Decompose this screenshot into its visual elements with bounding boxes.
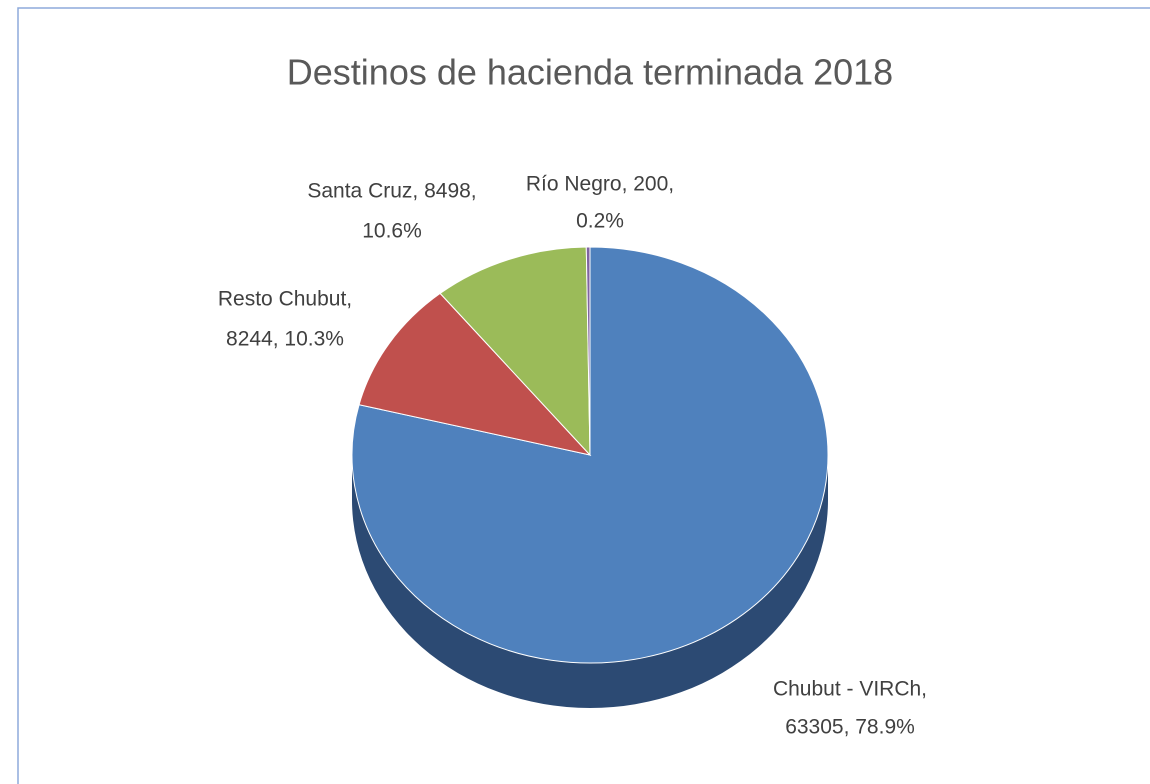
pie-slice [358,292,592,456]
pie-slice [439,246,591,457]
data-label: 63305, 78.9% [785,716,915,739]
pie-side [352,455,828,708]
pie-slice [585,246,591,456]
data-label: Santa Cruz, 8498, [307,180,476,203]
data-label: Chubut - VIRCh, [773,678,927,701]
data-label: 8244, 10.3% [226,328,344,351]
data-label: 10.6% [362,220,422,243]
chart-title: Destinos de hacienda terminada 2018 [287,52,893,93]
data-label: Resto Chubut, [218,288,352,311]
data-label: Río Negro, 200, [526,173,674,196]
data-label: 0.2% [576,210,624,233]
